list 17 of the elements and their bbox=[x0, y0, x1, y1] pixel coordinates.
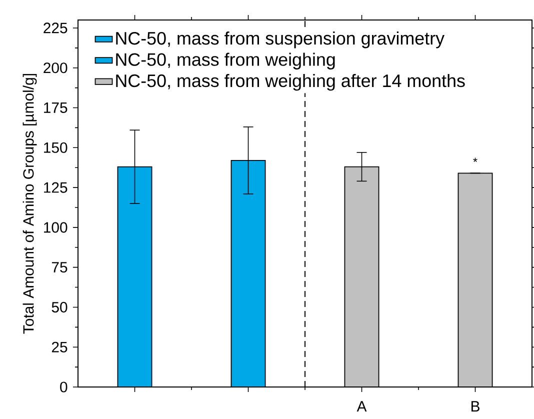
y-tick-label: 75 bbox=[52, 262, 68, 273]
y-tick-label: 200 bbox=[44, 62, 68, 74]
y-tick-label: 50 bbox=[52, 302, 68, 312]
legend-label: NC-50, mass from weighing bbox=[116, 52, 335, 70]
x-tick-label: A bbox=[356, 401, 367, 412]
y-tick-label: 100 bbox=[44, 222, 68, 233]
y-axis-title: Total Amount of Amino Groups [µmol/g] bbox=[22, 74, 37, 334]
y-tick-label: 150 bbox=[44, 142, 68, 153]
legend-label: NC-50, mass from weighing after 14 months bbox=[116, 74, 465, 91]
y-tick-label: 0 bbox=[60, 382, 68, 392]
annotation: * bbox=[473, 158, 478, 162]
x-tick-label: B bbox=[471, 401, 480, 412]
legend-label: NC-50, mass from suspension gravimetry bbox=[116, 32, 444, 48]
y-tick-label: 25 bbox=[52, 342, 68, 352]
y-tick-label: 225 bbox=[44, 22, 68, 34]
y-tick-label: 175 bbox=[44, 102, 68, 113]
y-tick-label: 125 bbox=[44, 182, 68, 193]
